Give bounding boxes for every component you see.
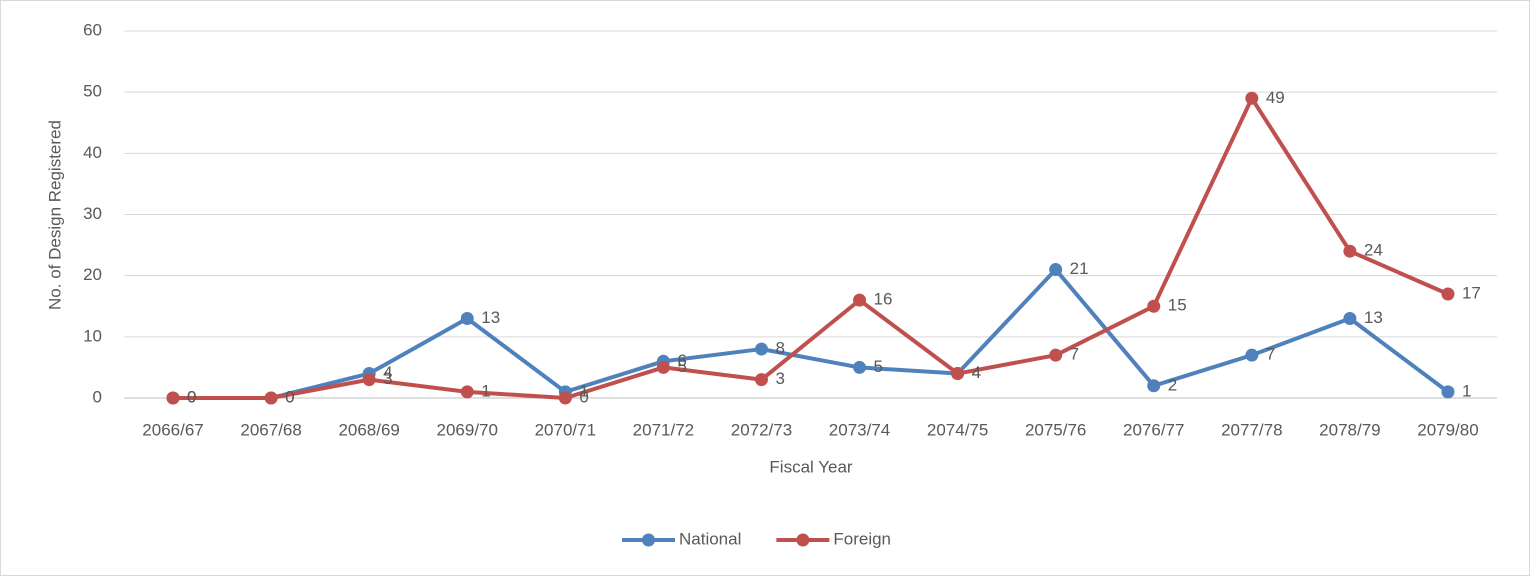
- x-tick-label: 2068/69: [338, 420, 399, 439]
- series-line: [173, 96, 1449, 400]
- data-label: 21: [1070, 259, 1089, 278]
- data-point: [1049, 263, 1063, 277]
- data-label: 2: [1168, 375, 1177, 394]
- data-label: 4: [972, 363, 981, 382]
- data-label: 4: [383, 363, 392, 382]
- y-tick-label: 40: [83, 143, 102, 162]
- data-point: [1441, 287, 1455, 301]
- data-label: 6: [677, 351, 686, 370]
- legend-label: Foreign: [833, 529, 891, 548]
- legend-marker: [642, 533, 655, 547]
- data-label: 17: [1462, 284, 1481, 303]
- data-point: [951, 367, 965, 381]
- x-tick-label: 2076/77: [1123, 420, 1184, 439]
- data-point: [1441, 385, 1455, 399]
- y-tick-label: 20: [83, 265, 102, 284]
- data-label: 0: [579, 387, 588, 406]
- data-point: [853, 293, 867, 307]
- data-point: [853, 360, 867, 374]
- data-label: 0: [285, 387, 294, 406]
- y-axis-title: No. of Design Registered: [45, 120, 64, 310]
- data-label: 1: [1462, 381, 1471, 400]
- y-tick-label: 0: [93, 387, 102, 406]
- data-point: [166, 391, 180, 405]
- data-label: 3: [775, 369, 784, 388]
- data-point: [656, 360, 670, 374]
- data-label: 24: [1364, 241, 1383, 260]
- x-tick-label: 2077/78: [1221, 420, 1282, 439]
- x-tick-label: 2069/70: [437, 420, 498, 439]
- x-tick-label: 2066/67: [142, 420, 203, 439]
- data-label: 3: [383, 369, 392, 388]
- data-label: 7: [1070, 345, 1079, 364]
- data-point: [754, 342, 768, 356]
- data-point: [460, 311, 474, 325]
- data-label: 49: [1266, 88, 1285, 107]
- data-label: 15: [1168, 296, 1187, 315]
- data-point: [1245, 348, 1259, 362]
- y-tick-label: 50: [83, 82, 102, 101]
- data-label: 1: [481, 381, 490, 400]
- data-point: [1343, 244, 1357, 258]
- x-tick-label: 2071/72: [633, 420, 694, 439]
- data-point: [1049, 348, 1063, 362]
- data-point: [264, 391, 278, 405]
- data-point: [1343, 311, 1357, 325]
- data-point: [1147, 299, 1161, 313]
- data-label: 0: [187, 387, 196, 406]
- x-tick-label: 2078/79: [1319, 420, 1380, 439]
- x-tick-label: 2074/75: [927, 420, 988, 439]
- x-tick-label: 2079/80: [1417, 420, 1478, 439]
- data-label: 5: [874, 357, 883, 376]
- data-point: [362, 373, 376, 387]
- x-tick-label: 2073/74: [829, 420, 890, 439]
- data-label: 13: [481, 308, 500, 327]
- data-label: 7: [1266, 345, 1275, 364]
- legend-label: National: [679, 529, 741, 548]
- data-label: 8: [775, 339, 784, 358]
- data-label: 16: [874, 290, 893, 309]
- data-point: [1147, 379, 1161, 393]
- data-point: [754, 373, 768, 387]
- legend-marker: [796, 533, 810, 547]
- data-label: 13: [1364, 308, 1383, 327]
- data-label: 0: [187, 387, 196, 406]
- series-line: [173, 267, 1450, 400]
- y-tick-label: 30: [83, 204, 102, 223]
- data-label: 1: [579, 381, 588, 400]
- data-label: 4: [972, 363, 981, 382]
- data-label: 0: [285, 387, 294, 406]
- x-tick-label: 2072/73: [731, 420, 792, 439]
- data-point: [460, 385, 474, 399]
- data-point: [558, 391, 572, 405]
- data-point: [1245, 91, 1259, 105]
- x-tick-label: 2070/71: [535, 420, 596, 439]
- y-tick-label: 10: [83, 326, 102, 345]
- data-label: 5: [677, 357, 686, 376]
- x-axis-title: Fiscal Year: [769, 457, 852, 476]
- x-tick-label: 2067/68: [240, 420, 301, 439]
- y-tick-label: 60: [83, 20, 102, 39]
- x-tick-label: 2075/76: [1025, 420, 1086, 439]
